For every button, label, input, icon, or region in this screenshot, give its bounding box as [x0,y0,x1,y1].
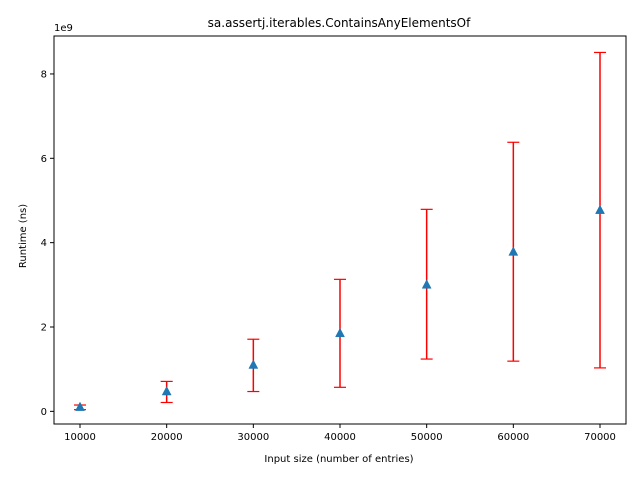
y-tick-label: 0 [41,407,47,418]
data-point-triangle [421,279,432,289]
chart-title: sa.assertj.iterables.ContainsAnyElements… [208,16,471,30]
data-point-triangle [75,401,85,411]
y-tick-label: 2 [41,323,47,334]
data-point-triangle [335,327,345,338]
y-offset-label: 1e9 [54,23,73,34]
x-tick-label: 30000 [237,432,269,443]
plot-area: 10000 20000 30000 40000 50000 60000 70000 0 2 4 6 8 [41,35,627,443]
y-tick-label: 8 [41,69,47,80]
x-axis-label: Input size (number of entries) [264,454,413,465]
y-axis-label: Runtime (ns) [18,204,29,268]
x-tick-label: 20000 [151,432,183,443]
x-tick-label: 10000 [64,432,96,443]
x-tick-label: 70000 [584,432,616,443]
x-tick-label: 50000 [411,432,443,443]
data-point-triangle [248,359,259,369]
y-tick-label: 6 [41,154,47,165]
data-point-triangle [161,385,172,396]
x-tick-label: 60000 [497,432,529,443]
x-tick-label: 40000 [324,432,356,443]
data-point-triangle [508,246,519,256]
data-point-triangle [595,204,605,214]
y-tick-label: 4 [41,238,47,249]
